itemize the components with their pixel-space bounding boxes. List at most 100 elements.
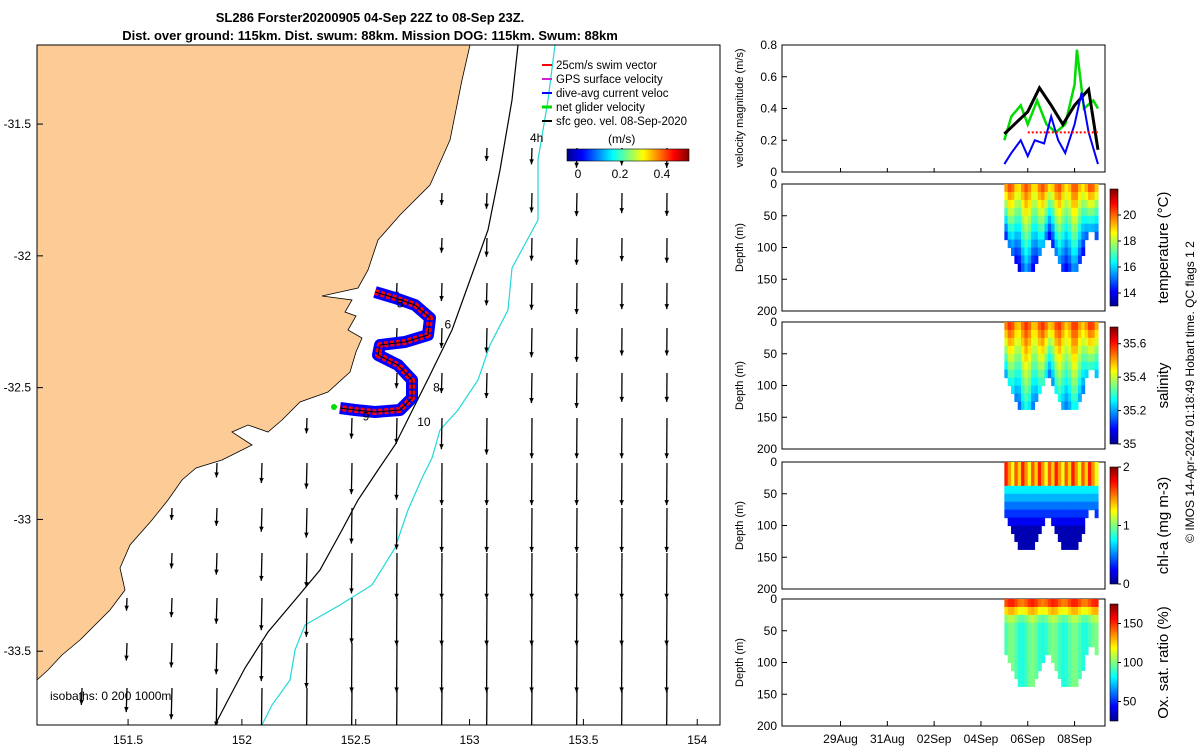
velocity-arrowhead <box>439 593 444 599</box>
section-cell <box>1021 184 1026 193</box>
section-cell <box>1034 469 1039 479</box>
section-cell <box>1044 630 1049 640</box>
section-y-tick-label: 100 <box>757 656 777 670</box>
time-x-tick-label: 04Sep <box>964 732 999 746</box>
section-cell <box>1044 469 1049 479</box>
section-cell <box>1051 614 1056 624</box>
section-cell <box>1031 377 1036 387</box>
section-cell <box>1087 207 1092 217</box>
section-cell <box>1047 207 1052 217</box>
section-cell <box>1007 599 1012 608</box>
section-cell <box>1081 231 1086 241</box>
section-cell <box>1074 477 1079 487</box>
section-cell <box>1027 493 1032 503</box>
velocity-arrowhead <box>619 160 625 166</box>
section-cell <box>1024 630 1029 640</box>
section-cell <box>1061 377 1066 387</box>
section-cell <box>1014 630 1019 640</box>
section-cell <box>1014 369 1019 379</box>
section-cell <box>1094 361 1099 371</box>
section-cell <box>1074 678 1079 687</box>
section-cell <box>1017 670 1022 679</box>
section-cell <box>1054 353 1059 363</box>
section-y-tick-label: 150 <box>757 410 777 424</box>
section-cell <box>1031 345 1036 355</box>
velocity-arrowhead <box>664 500 669 506</box>
section-cell <box>1061 401 1066 410</box>
section-cell <box>1077 345 1082 355</box>
section-cell <box>1007 485 1012 495</box>
section-cell <box>1054 207 1059 217</box>
section-cell <box>1084 223 1089 233</box>
section-cell <box>1044 337 1049 347</box>
section-cell <box>1041 469 1046 479</box>
section-cell <box>1041 215 1046 225</box>
time-x-ticks: 29Aug 31Aug 02Sep 04Sep 06Sep 08Sep <box>823 168 1092 746</box>
section-cell <box>1084 622 1089 632</box>
section-cell <box>1014 469 1019 479</box>
velocity-arrowhead <box>259 526 264 532</box>
section-cell <box>1014 525 1019 535</box>
section-y-tick-label: 100 <box>757 519 777 533</box>
velocity-arrowhead <box>574 593 579 599</box>
section-cell <box>1091 215 1096 225</box>
section-cell <box>1034 191 1039 201</box>
section-cell <box>1024 401 1029 410</box>
section-cell <box>1031 662 1036 672</box>
section-cell <box>1017 525 1022 535</box>
section-cell <box>1047 361 1052 371</box>
section-cell <box>1077 670 1082 679</box>
section-cell <box>1021 678 1026 687</box>
velocity-arrowhead <box>529 734 533 739</box>
section-cell <box>1071 477 1076 487</box>
section-cell <box>1031 678 1036 687</box>
velocity-arrow <box>440 417 443 450</box>
section-cell <box>1057 622 1062 632</box>
section-cell <box>1031 199 1036 209</box>
section-cell <box>1087 462 1092 471</box>
section-cell <box>1024 662 1029 672</box>
section-cell <box>1024 678 1029 687</box>
section-cell <box>1014 606 1019 616</box>
velocity-series-line <box>1003 84 1100 151</box>
section-cell <box>1054 638 1059 648</box>
section-cell <box>1021 638 1026 648</box>
section-cell <box>1074 469 1079 479</box>
section-cell <box>1054 646 1059 656</box>
velocity-arrowhead <box>574 309 579 315</box>
section-cell <box>1091 223 1096 233</box>
section-cell <box>1017 501 1022 511</box>
section-cell <box>1034 247 1039 257</box>
section-cell <box>1064 525 1069 535</box>
section-cell <box>1054 385 1059 395</box>
section-cell <box>1011 509 1015 519</box>
section-cell <box>1057 322 1062 331</box>
section-cell <box>1014 337 1019 347</box>
section-cell <box>1017 369 1022 379</box>
section-cell <box>1014 646 1019 656</box>
section-cell <box>1061 199 1066 209</box>
section-cell <box>1011 322 1015 331</box>
velocity-arrowhead <box>304 582 309 588</box>
velocity-arrow <box>215 642 218 675</box>
section-cell <box>1017 533 1022 542</box>
section-cell <box>1044 345 1049 355</box>
section-cell <box>1041 599 1046 608</box>
section-cell <box>1027 630 1032 640</box>
section-cell <box>1067 469 1072 479</box>
section-cell <box>1047 477 1052 487</box>
section-cell <box>1091 207 1096 217</box>
section-cell <box>1061 345 1066 355</box>
section-cell <box>1027 191 1032 201</box>
map-x-tick-label: 154 <box>687 733 707 747</box>
section-cell <box>1067 517 1072 527</box>
section-cell <box>1094 369 1099 379</box>
section-cell <box>1054 622 1059 632</box>
section-cell <box>1034 255 1039 264</box>
section-cell <box>1091 322 1096 331</box>
section-cell <box>1034 646 1039 656</box>
section-cell <box>1084 369 1089 379</box>
section-cell <box>1067 678 1072 687</box>
section-cell <box>1047 215 1052 225</box>
